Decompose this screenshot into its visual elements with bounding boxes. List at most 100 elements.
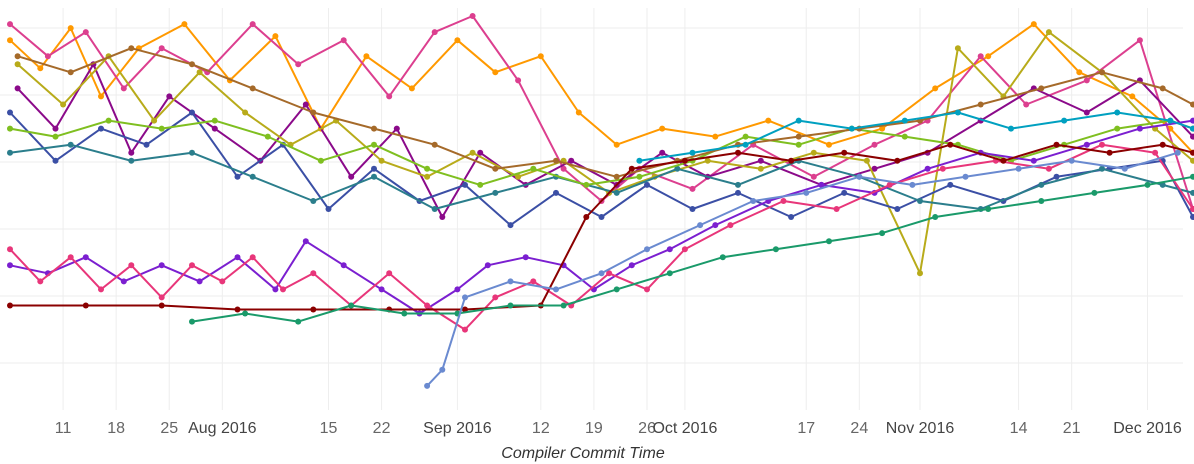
- data-point[interactable]: [1053, 141, 1060, 148]
- data-point[interactable]: [628, 262, 635, 269]
- data-point[interactable]: [901, 117, 908, 124]
- data-point[interactable]: [386, 93, 393, 100]
- data-point[interactable]: [249, 85, 256, 92]
- data-point[interactable]: [1076, 69, 1083, 76]
- data-point[interactable]: [44, 53, 51, 60]
- data-point[interactable]: [818, 181, 825, 188]
- data-point[interactable]: [401, 310, 408, 317]
- data-point[interactable]: [371, 125, 377, 132]
- data-point[interactable]: [1038, 198, 1045, 204]
- data-point[interactable]: [98, 286, 104, 293]
- data-point[interactable]: [1091, 189, 1098, 196]
- data-point[interactable]: [295, 318, 302, 325]
- data-point[interactable]: [234, 254, 241, 261]
- data-point[interactable]: [1190, 149, 1194, 156]
- data-point[interactable]: [67, 25, 74, 32]
- data-point[interactable]: [1159, 85, 1166, 92]
- data-point[interactable]: [14, 85, 21, 92]
- data-point[interactable]: [1136, 37, 1143, 44]
- data-point[interactable]: [863, 157, 870, 164]
- data-point[interactable]: [310, 306, 317, 313]
- data-point[interactable]: [977, 101, 984, 108]
- data-point[interactable]: [583, 214, 590, 220]
- data-point[interactable]: [1174, 149, 1181, 156]
- data-point[interactable]: [424, 165, 431, 172]
- data-point[interactable]: [1190, 206, 1194, 212]
- data-point[interactable]: [67, 254, 74, 261]
- data-point[interactable]: [158, 302, 165, 309]
- data-point[interactable]: [674, 165, 681, 172]
- data-point[interactable]: [879, 125, 886, 132]
- data-point[interactable]: [158, 262, 165, 269]
- data-point[interactable]: [636, 173, 643, 180]
- data-point[interactable]: [1114, 125, 1121, 132]
- data-point[interactable]: [962, 173, 969, 180]
- data-point[interactable]: [515, 173, 522, 180]
- data-point[interactable]: [719, 254, 726, 261]
- data-point[interactable]: [189, 61, 195, 68]
- data-point[interactable]: [158, 45, 165, 52]
- data-point[interactable]: [1083, 141, 1090, 148]
- data-point[interactable]: [1099, 141, 1105, 148]
- data-point[interactable]: [272, 33, 279, 40]
- data-point[interactable]: [810, 149, 817, 156]
- data-point[interactable]: [469, 13, 476, 19]
- data-point[interactable]: [689, 206, 696, 212]
- data-point[interactable]: [560, 165, 567, 172]
- data-point[interactable]: [37, 65, 44, 72]
- data-point[interactable]: [515, 77, 522, 84]
- data-point[interactable]: [424, 382, 431, 389]
- data-point[interactable]: [507, 278, 514, 285]
- data-point[interactable]: [317, 157, 324, 164]
- data-point[interactable]: [1000, 157, 1007, 164]
- data-point[interactable]: [939, 165, 946, 172]
- data-point[interactable]: [431, 29, 438, 36]
- data-point[interactable]: [1099, 69, 1105, 76]
- data-point[interactable]: [765, 117, 772, 124]
- data-point[interactable]: [82, 254, 89, 261]
- data-point[interactable]: [530, 165, 537, 172]
- data-point[interactable]: [1136, 125, 1143, 132]
- data-point[interactable]: [666, 246, 673, 253]
- data-point[interactable]: [280, 286, 286, 293]
- data-point[interactable]: [1023, 101, 1030, 108]
- data-point[interactable]: [507, 222, 514, 229]
- data-point[interactable]: [1008, 125, 1014, 132]
- data-point[interactable]: [469, 149, 476, 156]
- data-point[interactable]: [272, 286, 279, 293]
- data-point[interactable]: [371, 165, 377, 172]
- data-point[interactable]: [128, 157, 135, 164]
- data-point[interactable]: [537, 53, 544, 60]
- data-point[interactable]: [462, 294, 468, 301]
- data-point[interactable]: [378, 286, 385, 293]
- data-point[interactable]: [1038, 181, 1045, 188]
- data-point[interactable]: [917, 198, 923, 204]
- data-point[interactable]: [886, 181, 893, 188]
- data-point[interactable]: [947, 141, 954, 148]
- data-point[interactable]: [1106, 149, 1113, 156]
- data-point[interactable]: [856, 173, 863, 180]
- data-point[interactable]: [871, 165, 878, 172]
- data-point[interactable]: [636, 157, 643, 164]
- data-point[interactable]: [583, 181, 590, 188]
- data-point[interactable]: [1190, 173, 1194, 180]
- data-point[interactable]: [1068, 157, 1075, 164]
- data-point[interactable]: [689, 185, 696, 192]
- data-point[interactable]: [1121, 165, 1128, 172]
- data-point[interactable]: [37, 278, 44, 285]
- data-point[interactable]: [727, 222, 734, 229]
- data-point[interactable]: [492, 294, 499, 301]
- data-point[interactable]: [666, 270, 673, 277]
- data-point[interactable]: [644, 246, 650, 253]
- data-point[interactable]: [439, 366, 446, 373]
- data-point[interactable]: [158, 125, 165, 132]
- data-point[interactable]: [780, 198, 787, 204]
- data-point[interactable]: [613, 141, 620, 148]
- data-point[interactable]: [1045, 165, 1052, 172]
- data-point[interactable]: [477, 149, 484, 156]
- data-point[interactable]: [1144, 181, 1151, 188]
- data-point[interactable]: [1083, 77, 1090, 84]
- data-point[interactable]: [386, 270, 393, 277]
- data-point[interactable]: [302, 101, 309, 108]
- data-point[interactable]: [553, 189, 559, 196]
